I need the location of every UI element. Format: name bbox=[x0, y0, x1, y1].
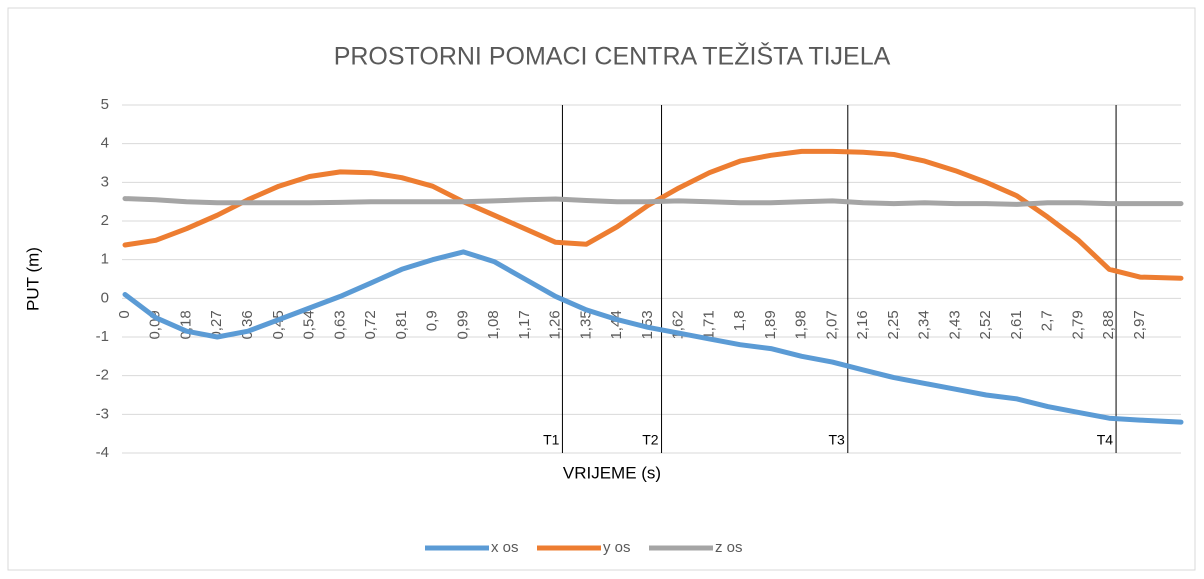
y-tick-label: -1 bbox=[96, 328, 109, 345]
x-tick-label: 1,44 bbox=[608, 310, 625, 339]
x-tick-label: 2,88 bbox=[1100, 310, 1117, 339]
x-tick-label: 2,7 bbox=[1039, 310, 1056, 331]
y-tick-label: 0 bbox=[101, 289, 109, 306]
x-tick-label: 2,16 bbox=[854, 310, 871, 339]
x-tick-label: 1,17 bbox=[516, 310, 533, 339]
x-tick-label: 0,45 bbox=[270, 310, 287, 339]
y-tick-label: -2 bbox=[96, 367, 109, 384]
annotation-label: T1 bbox=[543, 432, 560, 448]
x-tick-label: 1,35 bbox=[577, 310, 594, 339]
x-tick-label: 0,36 bbox=[239, 310, 256, 339]
x-tick-label: 0,72 bbox=[362, 310, 379, 339]
x-tick-label: 0,18 bbox=[177, 310, 194, 339]
y-tick-label: 4 bbox=[101, 135, 109, 152]
x-tick-label: 1,71 bbox=[700, 310, 717, 339]
series-line bbox=[122, 196, 1184, 207]
x-tick-label: 1,08 bbox=[485, 310, 502, 339]
y-tick-label: 1 bbox=[101, 251, 109, 268]
y-tick-label: -4 bbox=[96, 444, 109, 461]
x-tick-label: 1,89 bbox=[762, 310, 779, 339]
y-tick-label: 3 bbox=[101, 173, 109, 190]
x-tick-label: 0,99 bbox=[454, 310, 471, 339]
x-tick-label: 1,26 bbox=[547, 310, 564, 339]
x-tick-label: 0 bbox=[116, 310, 133, 318]
y-axis-label: PUT (m) bbox=[23, 247, 42, 311]
y-tick-label: 5 bbox=[101, 96, 109, 113]
annotation-label: T3 bbox=[828, 432, 845, 448]
y-tick-label: 2 bbox=[101, 212, 109, 229]
x-axis-label: VRIJEME (s) bbox=[563, 463, 661, 482]
x-tick-label: 2,25 bbox=[885, 310, 902, 339]
series-line bbox=[122, 249, 1184, 425]
legend-label: z os bbox=[715, 539, 743, 556]
annotation-label: T2 bbox=[642, 432, 659, 448]
x-tick-label: 2,79 bbox=[1069, 310, 1086, 339]
x-tick-label: 1,8 bbox=[731, 310, 748, 331]
y-tick-label: -3 bbox=[96, 405, 109, 422]
annotation-label: T4 bbox=[1097, 432, 1114, 448]
x-tick-label: 2,61 bbox=[1008, 310, 1025, 339]
x-tick-label: 2,43 bbox=[946, 310, 963, 339]
x-tick-label: 0,9 bbox=[424, 310, 441, 331]
x-tick-label: 0,27 bbox=[208, 310, 225, 339]
x-tick-label: 0,81 bbox=[393, 310, 410, 339]
x-tick-label: 2,97 bbox=[1131, 310, 1148, 339]
legend-label: x os bbox=[491, 539, 519, 556]
legend-label: y os bbox=[603, 539, 631, 556]
chart-title: PROSTORNI POMACI CENTRA TEŽIŠTA TIJELA bbox=[334, 42, 891, 71]
x-tick-label: 2,34 bbox=[916, 310, 933, 339]
series-line bbox=[122, 148, 1184, 281]
x-tick-label: 0,54 bbox=[301, 310, 318, 339]
x-tick-label: 2,52 bbox=[977, 310, 994, 339]
chart-border bbox=[7, 7, 1196, 571]
x-tick-label: 2,07 bbox=[823, 310, 840, 339]
x-tick-label: 0,63 bbox=[331, 310, 348, 339]
x-tick-label: 1,98 bbox=[793, 310, 810, 339]
